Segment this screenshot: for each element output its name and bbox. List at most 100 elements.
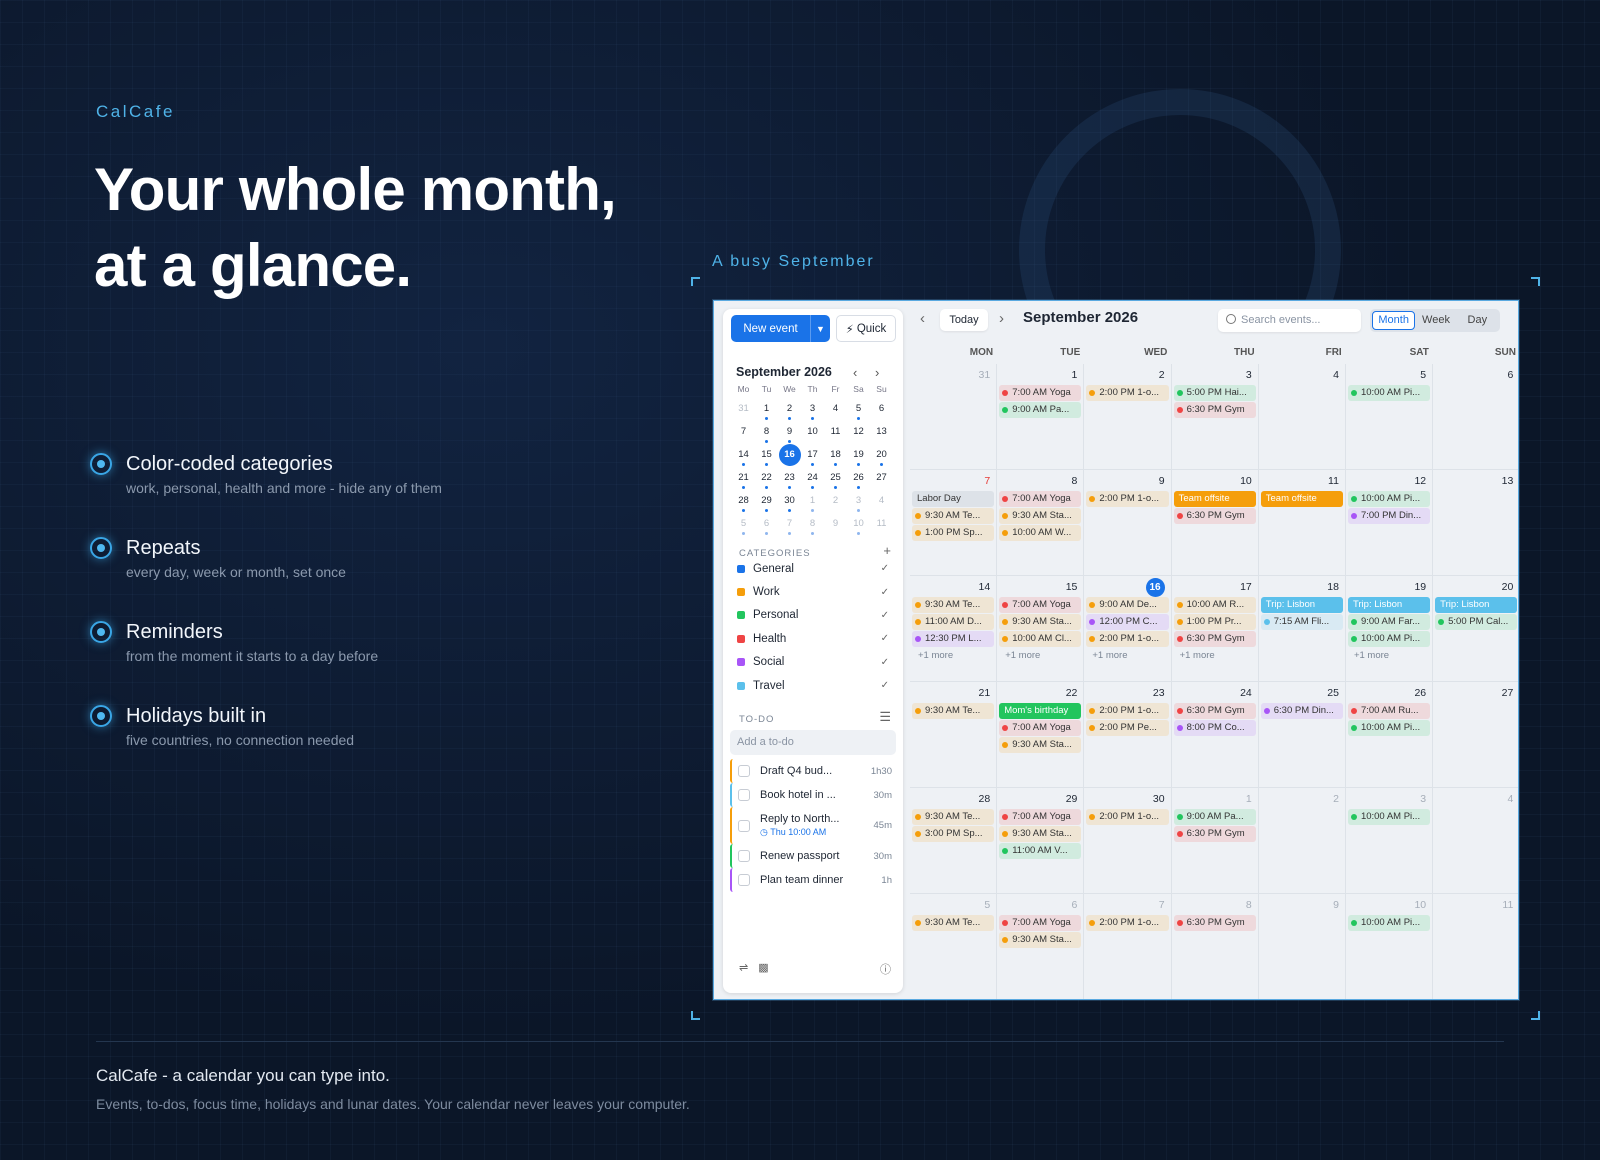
mini-day[interactable]: 1: [801, 490, 824, 513]
mini-prev-month-icon[interactable]: ‹: [853, 365, 858, 380]
search-input[interactable]: Search events...: [1218, 309, 1361, 332]
event-chip[interactable]: 6:30 PM Gym: [1173, 631, 1256, 647]
event-chip[interactable]: Team offsite: [1173, 491, 1256, 507]
mini-day[interactable]: 10: [801, 421, 824, 444]
event-chip[interactable]: 11:00 AM D...: [912, 614, 995, 630]
event-chip[interactable]: Team offsite: [1260, 491, 1343, 507]
day-cell[interactable]: 20 Trip: Lisbon 5:00 PM Cal...: [1433, 576, 1518, 682]
event-chip[interactable]: 12:00 PM C...: [1086, 614, 1169, 630]
todo-item[interactable]: Book hotel in ... 30m: [730, 783, 896, 807]
mini-day[interactable]: 21: [732, 467, 755, 490]
mini-day[interactable]: 12: [847, 421, 870, 444]
day-cell[interactable]: 1 9:00 AM Pa... 6:30 PM Gym: [1171, 788, 1259, 894]
mini-day[interactable]: 16: [778, 444, 801, 467]
event-chip[interactable]: 9:00 AM Pa...: [999, 402, 1082, 418]
event-chip[interactable]: 9:30 AM Te...: [912, 915, 995, 931]
event-chip[interactable]: 2:00 PM 1-o...: [1086, 385, 1169, 401]
mini-day[interactable]: 3: [801, 398, 824, 421]
mini-day[interactable]: 5: [847, 398, 870, 421]
event-chip[interactable]: 3:00 PM Sp...: [912, 826, 995, 842]
event-chip[interactable]: 1:00 PM Pr...: [1173, 614, 1256, 630]
mini-day[interactable]: 4: [870, 490, 893, 513]
mini-day[interactable]: 5: [732, 513, 755, 536]
mini-next-month-icon[interactable]: ›: [875, 365, 880, 380]
day-cell[interactable]: 16 9:00 AM De... 12:00 PM C... 2:00 PM 1-o.…: [1084, 576, 1172, 682]
day-cell[interactable]: 14 9:30 AM Te... 11:00 AM D... 12:30 PM L..…: [910, 576, 998, 682]
mini-day[interactable]: 13: [870, 421, 893, 444]
check-icon[interactable]: ✓: [880, 680, 889, 692]
day-cell[interactable]: 18 Trip: Lisbon 7:15 AM Fli...: [1258, 576, 1346, 682]
mini-day[interactable]: 7: [778, 513, 801, 536]
day-cell[interactable]: 13: [1433, 470, 1518, 576]
event-chip[interactable]: 2:00 PM 1-o...: [1086, 703, 1169, 719]
day-cell[interactable]: 10 10:00 AM Pi...: [1345, 894, 1434, 999]
event-chip[interactable]: 7:00 AM Ru...: [1347, 703, 1431, 719]
day-cell[interactable]: 25 6:30 PM Din...: [1258, 682, 1346, 788]
stats-icon[interactable]: ▩: [758, 962, 769, 974]
event-chip[interactable]: 10:00 AM Cl...: [999, 631, 1082, 647]
day-cell[interactable]: 12 10:00 AM Pi... 7:00 PM Din...: [1345, 470, 1434, 576]
mini-day[interactable]: 26: [847, 467, 870, 490]
day-cell[interactable]: 4: [1258, 364, 1346, 470]
event-chip[interactable]: 9:00 AM Pa...: [1173, 809, 1256, 825]
day-cell[interactable]: 1 7:00 AM Yoga 9:00 AM Pa...: [997, 364, 1085, 470]
new-event-dropdown-button[interactable]: ▼: [810, 315, 830, 342]
category-item[interactable]: General ✓: [737, 557, 889, 580]
view-tab-week[interactable]: Week: [1422, 314, 1450, 326]
event-chip[interactable]: 2:00 PM Pe...: [1086, 720, 1169, 736]
sliders-icon[interactable]: ⇌: [739, 962, 749, 974]
info-icon[interactable]: ⓘ: [880, 964, 891, 976]
event-chip[interactable]: 9:30 AM Te...: [912, 809, 995, 825]
event-chip[interactable]: 7:00 AM Yoga: [999, 809, 1082, 825]
category-item[interactable]: Social ✓: [737, 651, 889, 674]
event-chip[interactable]: Trip: Lisbon: [1347, 597, 1431, 613]
event-chip[interactable]: 10:00 AM Pi...: [1347, 915, 1431, 931]
event-chip[interactable]: 9:00 AM De...: [1086, 597, 1169, 613]
mini-day[interactable]: 31: [732, 398, 755, 421]
mini-day[interactable]: 11: [824, 421, 847, 444]
event-chip[interactable]: 5:00 PM Cal...: [1435, 614, 1518, 630]
mini-day[interactable]: 8: [801, 513, 824, 536]
prev-month-icon[interactable]: ‹: [920, 310, 925, 327]
todo-item[interactable]: Reply to North... ◷ Thu 10:00 AM 45m: [730, 807, 896, 844]
mini-day[interactable]: 14: [732, 444, 755, 467]
check-icon[interactable]: ✓: [880, 633, 889, 645]
day-cell[interactable]: 7 2:00 PM 1-o...: [1084, 894, 1172, 999]
day-cell[interactable]: 3 10:00 AM Pi...: [1345, 788, 1434, 894]
more-events-link[interactable]: +1 more: [1005, 650, 1041, 661]
event-chip[interactable]: 6:30 PM Gym: [1173, 826, 1256, 842]
event-chip[interactable]: 7:00 AM Yoga: [999, 491, 1082, 507]
mini-day[interactable]: 8: [755, 421, 778, 444]
event-chip[interactable]: 6:30 PM Din...: [1260, 703, 1343, 719]
mini-day[interactable]: 2: [778, 398, 801, 421]
day-cell[interactable]: 19 Trip: Lisbon 9:00 AM Far... 10:00 AM Pi.…: [1345, 576, 1434, 682]
day-cell[interactable]: 3 5:00 PM Hai... 6:30 PM Gym: [1171, 364, 1259, 470]
event-chip[interactable]: 9:30 AM Sta...: [999, 932, 1082, 948]
day-cell[interactable]: 30 2:00 PM 1-o...: [1084, 788, 1172, 894]
mini-day[interactable]: 7: [732, 421, 755, 444]
event-chip[interactable]: 12:30 PM L...: [912, 631, 995, 647]
event-chip[interactable]: 2:00 PM 1-o...: [1086, 491, 1169, 507]
day-cell[interactable]: 17 10:00 AM R... 1:00 PM Pr... 6:30 PM Gym +…: [1171, 576, 1259, 682]
event-chip[interactable]: 9:30 AM Sta...: [999, 826, 1082, 842]
event-chip[interactable]: 7:00 AM Yoga: [999, 720, 1082, 736]
todo-item[interactable]: Renew passport 30m: [730, 844, 896, 868]
mini-day[interactable]: 28: [732, 490, 755, 513]
category-item[interactable]: Work ✓: [737, 580, 889, 603]
day-cell[interactable]: 2 2:00 PM 1-o...: [1084, 364, 1172, 470]
day-cell[interactable]: 24 6:30 PM Gym 8:00 PM Co...: [1171, 682, 1259, 788]
mini-day[interactable]: 25: [824, 467, 847, 490]
todo-checkbox[interactable]: [738, 765, 750, 777]
next-month-icon[interactable]: ›: [999, 310, 1004, 327]
day-cell[interactable]: 8 7:00 AM Yoga 9:30 AM Sta... 10:00 AM W...: [997, 470, 1085, 576]
event-chip[interactable]: 9:00 AM Far...: [1347, 614, 1431, 630]
event-chip[interactable]: Labor Day: [912, 491, 995, 507]
mini-day[interactable]: 6: [870, 398, 893, 421]
check-icon[interactable]: ✓: [880, 586, 889, 598]
event-chip[interactable]: 9:30 AM Te...: [912, 508, 995, 524]
event-chip[interactable]: 7:00 AM Yoga: [999, 385, 1082, 401]
new-event-button[interactable]: New event: [731, 315, 810, 342]
more-events-link[interactable]: +1 more: [1092, 650, 1128, 661]
todo-checkbox[interactable]: [738, 789, 750, 801]
day-cell[interactable]: 21 9:30 AM Te...: [910, 682, 998, 788]
